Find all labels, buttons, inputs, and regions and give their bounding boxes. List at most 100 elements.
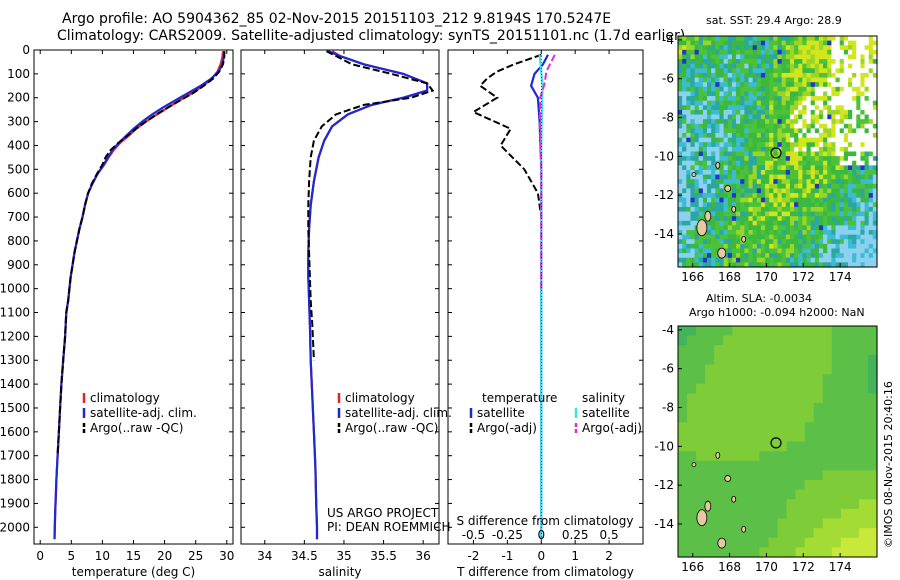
map-cell (810, 239, 816, 245)
map-cell (732, 508, 742, 520)
map-cell (682, 234, 687, 240)
map-cell (731, 197, 737, 203)
map-x-tick-label: 170 (755, 560, 778, 574)
map-cell (731, 105, 737, 111)
map-cell (847, 156, 853, 162)
map-cell (827, 188, 832, 194)
map-cell (864, 68, 870, 74)
map-cell (785, 114, 791, 120)
map-cell (744, 40, 750, 46)
map-cell (795, 345, 806, 356)
map-cell (714, 518, 724, 529)
map-cell (698, 169, 704, 176)
map-cell (687, 451, 697, 462)
map-cell (822, 470, 833, 481)
map-cell (840, 345, 851, 356)
map-cell (872, 142, 878, 148)
map-cell (813, 537, 824, 548)
map-cell (781, 206, 787, 213)
map-cell (818, 59, 824, 65)
map-cell (806, 68, 812, 74)
map-cell (719, 91, 725, 97)
map-cell (831, 100, 837, 106)
map-cell (736, 128, 741, 134)
map-cell (756, 253, 762, 259)
map-cell (723, 234, 729, 240)
map-cell (798, 156, 803, 162)
map-cell (810, 225, 816, 231)
map-cell (711, 59, 716, 65)
map-cell (773, 119, 779, 125)
map-cell (806, 142, 812, 148)
map-cell (698, 165, 704, 171)
map-cell (810, 36, 816, 42)
map-cell (789, 128, 795, 134)
map-cell (740, 86, 745, 93)
map-cell (794, 188, 799, 194)
map-cell (810, 100, 816, 106)
map-cell (694, 169, 700, 176)
map-cell (802, 160, 808, 166)
map-cell (827, 109, 832, 116)
map-cell (831, 151, 837, 157)
map-cell (719, 151, 725, 157)
map-cell (810, 123, 816, 129)
map-cell (827, 193, 832, 199)
map-cell (798, 77, 803, 83)
map-cell (702, 96, 708, 102)
map-cell (813, 393, 824, 404)
map-cell (839, 68, 845, 74)
map-cell (860, 179, 866, 185)
map-cell (849, 403, 860, 414)
map-cell (707, 257, 712, 263)
map-cell (687, 489, 697, 500)
map-cell (802, 45, 808, 51)
map-cell (744, 197, 750, 203)
map-cell (827, 68, 832, 74)
map-cell (731, 169, 737, 176)
map-cell (864, 243, 870, 250)
map-cell (822, 393, 833, 404)
map-cell (756, 68, 762, 74)
map-cell (781, 86, 787, 93)
map-cell (831, 499, 842, 510)
map-cell (810, 114, 816, 120)
map-cell (802, 49, 808, 56)
map-cell (785, 86, 791, 93)
map-cell (702, 243, 708, 250)
map-cell (707, 225, 712, 231)
map-cell (678, 169, 683, 176)
map-cell (750, 393, 761, 404)
map-cell (769, 169, 774, 176)
map-cell (847, 109, 853, 116)
map-cell (839, 77, 845, 83)
map-cell (847, 77, 853, 83)
map-cell (736, 234, 741, 240)
map-cell (773, 100, 779, 106)
map-cell (831, 91, 837, 97)
map-cell (752, 100, 758, 106)
map-cell (756, 128, 762, 134)
map-cell (760, 179, 766, 185)
island-shape (741, 525, 747, 533)
map-cell (744, 202, 750, 208)
map-cell (806, 63, 812, 69)
map-cell (731, 91, 737, 97)
map-cell (810, 40, 816, 46)
map-cell (714, 480, 724, 491)
map-cell (813, 374, 824, 385)
map-cell (719, 230, 725, 236)
map-cell (798, 165, 803, 171)
map-cell (864, 109, 870, 116)
map-cell (852, 109, 857, 116)
map-cell (839, 86, 845, 93)
map-cell (840, 354, 851, 366)
map-cell (741, 383, 751, 394)
map-cell (858, 403, 869, 414)
map-cell (831, 537, 842, 548)
map-cell (750, 383, 761, 394)
map-cell (868, 230, 874, 236)
map-cell (856, 146, 862, 153)
map-cell (759, 364, 770, 375)
map-cell (818, 253, 824, 259)
